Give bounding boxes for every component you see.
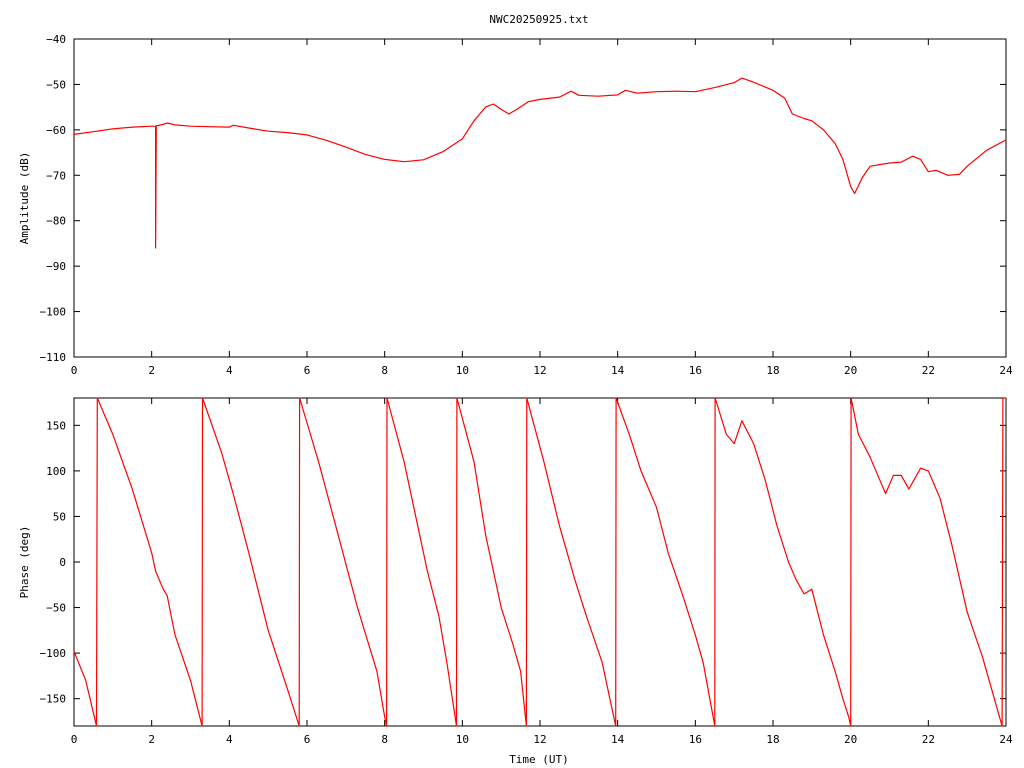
x-tick-label: 0: [71, 733, 78, 746]
x-tick-label: 14: [611, 364, 625, 377]
amplitude-trace: [73, 77, 1007, 249]
x-tick-label: 8: [381, 364, 388, 377]
phase-y-axis-label: Phase (deg): [18, 526, 31, 599]
y-tick-label: −40: [46, 33, 66, 46]
amplitude-y-axis-label: Amplitude (dB): [18, 152, 31, 245]
y-tick-label: −110: [40, 351, 67, 364]
y-tick-label: −80: [46, 215, 66, 228]
x-tick-label: 10: [456, 364, 469, 377]
x-tick-label: 6: [304, 364, 311, 377]
x-tick-label: 16: [689, 733, 702, 746]
x-tick-label: 20: [844, 733, 857, 746]
x-tick-label: 2: [148, 733, 155, 746]
x-tick-label: 20: [844, 364, 857, 377]
x-tick-label: 14: [611, 733, 625, 746]
x-tick-label: 12: [533, 364, 546, 377]
x-tick-label: 10: [456, 733, 469, 746]
phase-panel: 0 2 4 6 8 10 12 14 16 18 20 22 24−150−100−5005010015…: [40, 397, 1013, 746]
y-tick-label: 0: [59, 556, 66, 569]
y-tick-label: −150: [40, 693, 67, 706]
y-tick-label: 50: [53, 510, 66, 523]
x-tick-label: 8: [381, 733, 388, 746]
amplitude-panel: 0 2 4 6 8 10 12 14 16 18 20 22 24−110−100−90−80−70−6…: [40, 33, 1013, 377]
x-tick-label: 18: [766, 733, 779, 746]
y-tick-label: −60: [46, 124, 66, 137]
x-tick-label: 22: [922, 364, 935, 377]
x-tick-label: 16: [689, 364, 702, 377]
x-tick-label: 2: [148, 364, 155, 377]
y-tick-label: 150: [46, 419, 66, 432]
x-tick-label: 24: [999, 733, 1013, 746]
y-tick-label: −90: [46, 260, 66, 273]
y-tick-label: −70: [46, 169, 66, 182]
y-tick-label: −50: [46, 602, 66, 615]
y-tick-label: −100: [40, 306, 67, 319]
y-tick-label: −50: [46, 78, 66, 91]
y-tick-label: −100: [40, 647, 67, 660]
x-tick-label: 22: [922, 733, 935, 746]
x-tick-label: 4: [226, 733, 233, 746]
x-tick-label: 24: [999, 364, 1013, 377]
x-tick-label: 18: [766, 364, 779, 377]
phase-x-axis-label: Time (UT): [509, 753, 569, 766]
y-tick-label: 100: [46, 465, 66, 478]
x-tick-label: 12: [533, 733, 546, 746]
plot-frame: [73, 38, 1007, 358]
chart-title: NWC20250925.txt: [489, 13, 588, 26]
x-tick-label: 6: [304, 733, 311, 746]
x-tick-label: 4: [226, 364, 233, 377]
x-tick-label: 0: [71, 364, 78, 377]
phase-trace: [73, 397, 1006, 727]
